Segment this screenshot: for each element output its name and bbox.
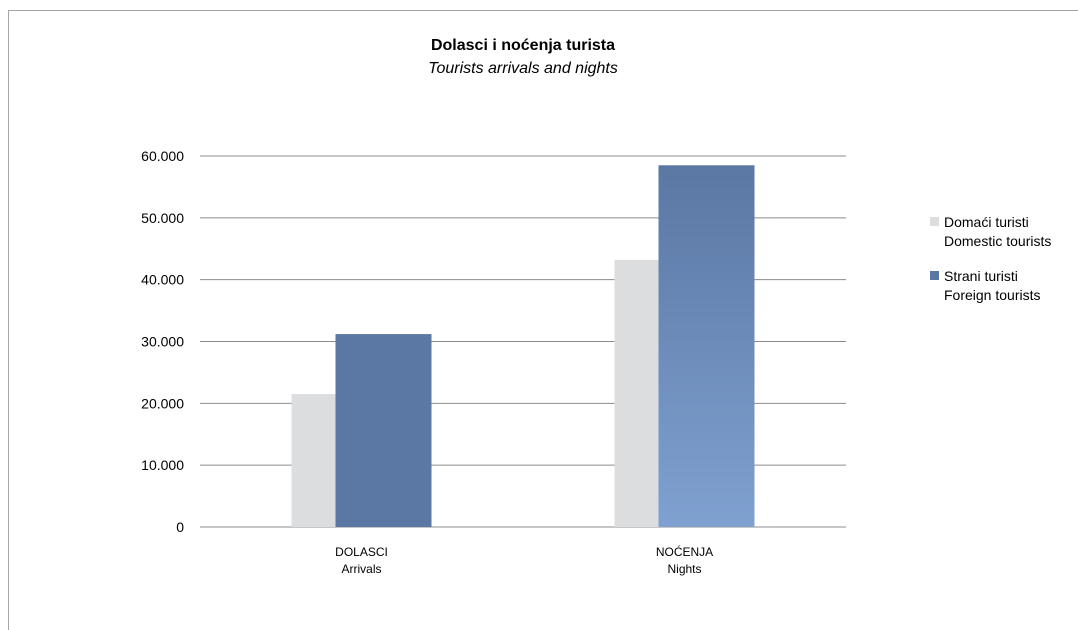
y-tick-label: 20.000	[141, 395, 184, 411]
x-category-label: NOĆENJA	[656, 544, 713, 559]
legend-label-domestic: Domaći turisti	[944, 214, 1029, 230]
legend-label-foreign-en: Foreign tourists	[944, 287, 1041, 303]
y-tick-label: 0	[176, 519, 184, 535]
x-category-label: Nights	[667, 562, 701, 576]
y-tick-label: 50.000	[141, 210, 184, 226]
legend-swatch-foreign	[930, 271, 939, 280]
y-axis-tick-labels: 0 10.000 20.000 30.000 40.000 50.000 60.000	[141, 148, 184, 535]
chart-frame	[8, 10, 1078, 630]
y-tick-label: 40.000	[141, 272, 184, 288]
legend-label-foreign: Strani turisti	[944, 268, 1018, 284]
chart-subtitle: Tourists arrivals and nights	[428, 60, 618, 77]
y-tick-label: 60.000	[141, 148, 184, 164]
x-category-label: DOLASCI	[335, 545, 388, 559]
x-category-label: Arrivals	[341, 562, 381, 576]
bar-foreign-nights[interactable]	[658, 165, 755, 527]
x-axis-category-labels: DOLASCI Arrivals NOĆENJA Nights	[335, 544, 713, 576]
chart-title: Dolasci i noćenja turista	[430, 37, 616, 54]
bars	[291, 165, 755, 527]
y-tick-label: 30.000	[141, 334, 184, 350]
bar-foreign-arrivals[interactable]	[335, 334, 432, 527]
legend-swatch-domestic	[930, 217, 939, 226]
legend: Domaći turisti Domestic tourists Strani …	[930, 213, 1051, 321]
legend-item-domestic[interactable]: Domaći turisti Domestic tourists	[930, 213, 1051, 251]
legend-label-domestic-en: Domestic tourists	[944, 233, 1052, 249]
legend-item-foreign[interactable]: Strani turisti Foreign tourists	[930, 267, 1051, 305]
y-tick-label: 10.000	[141, 457, 184, 473]
